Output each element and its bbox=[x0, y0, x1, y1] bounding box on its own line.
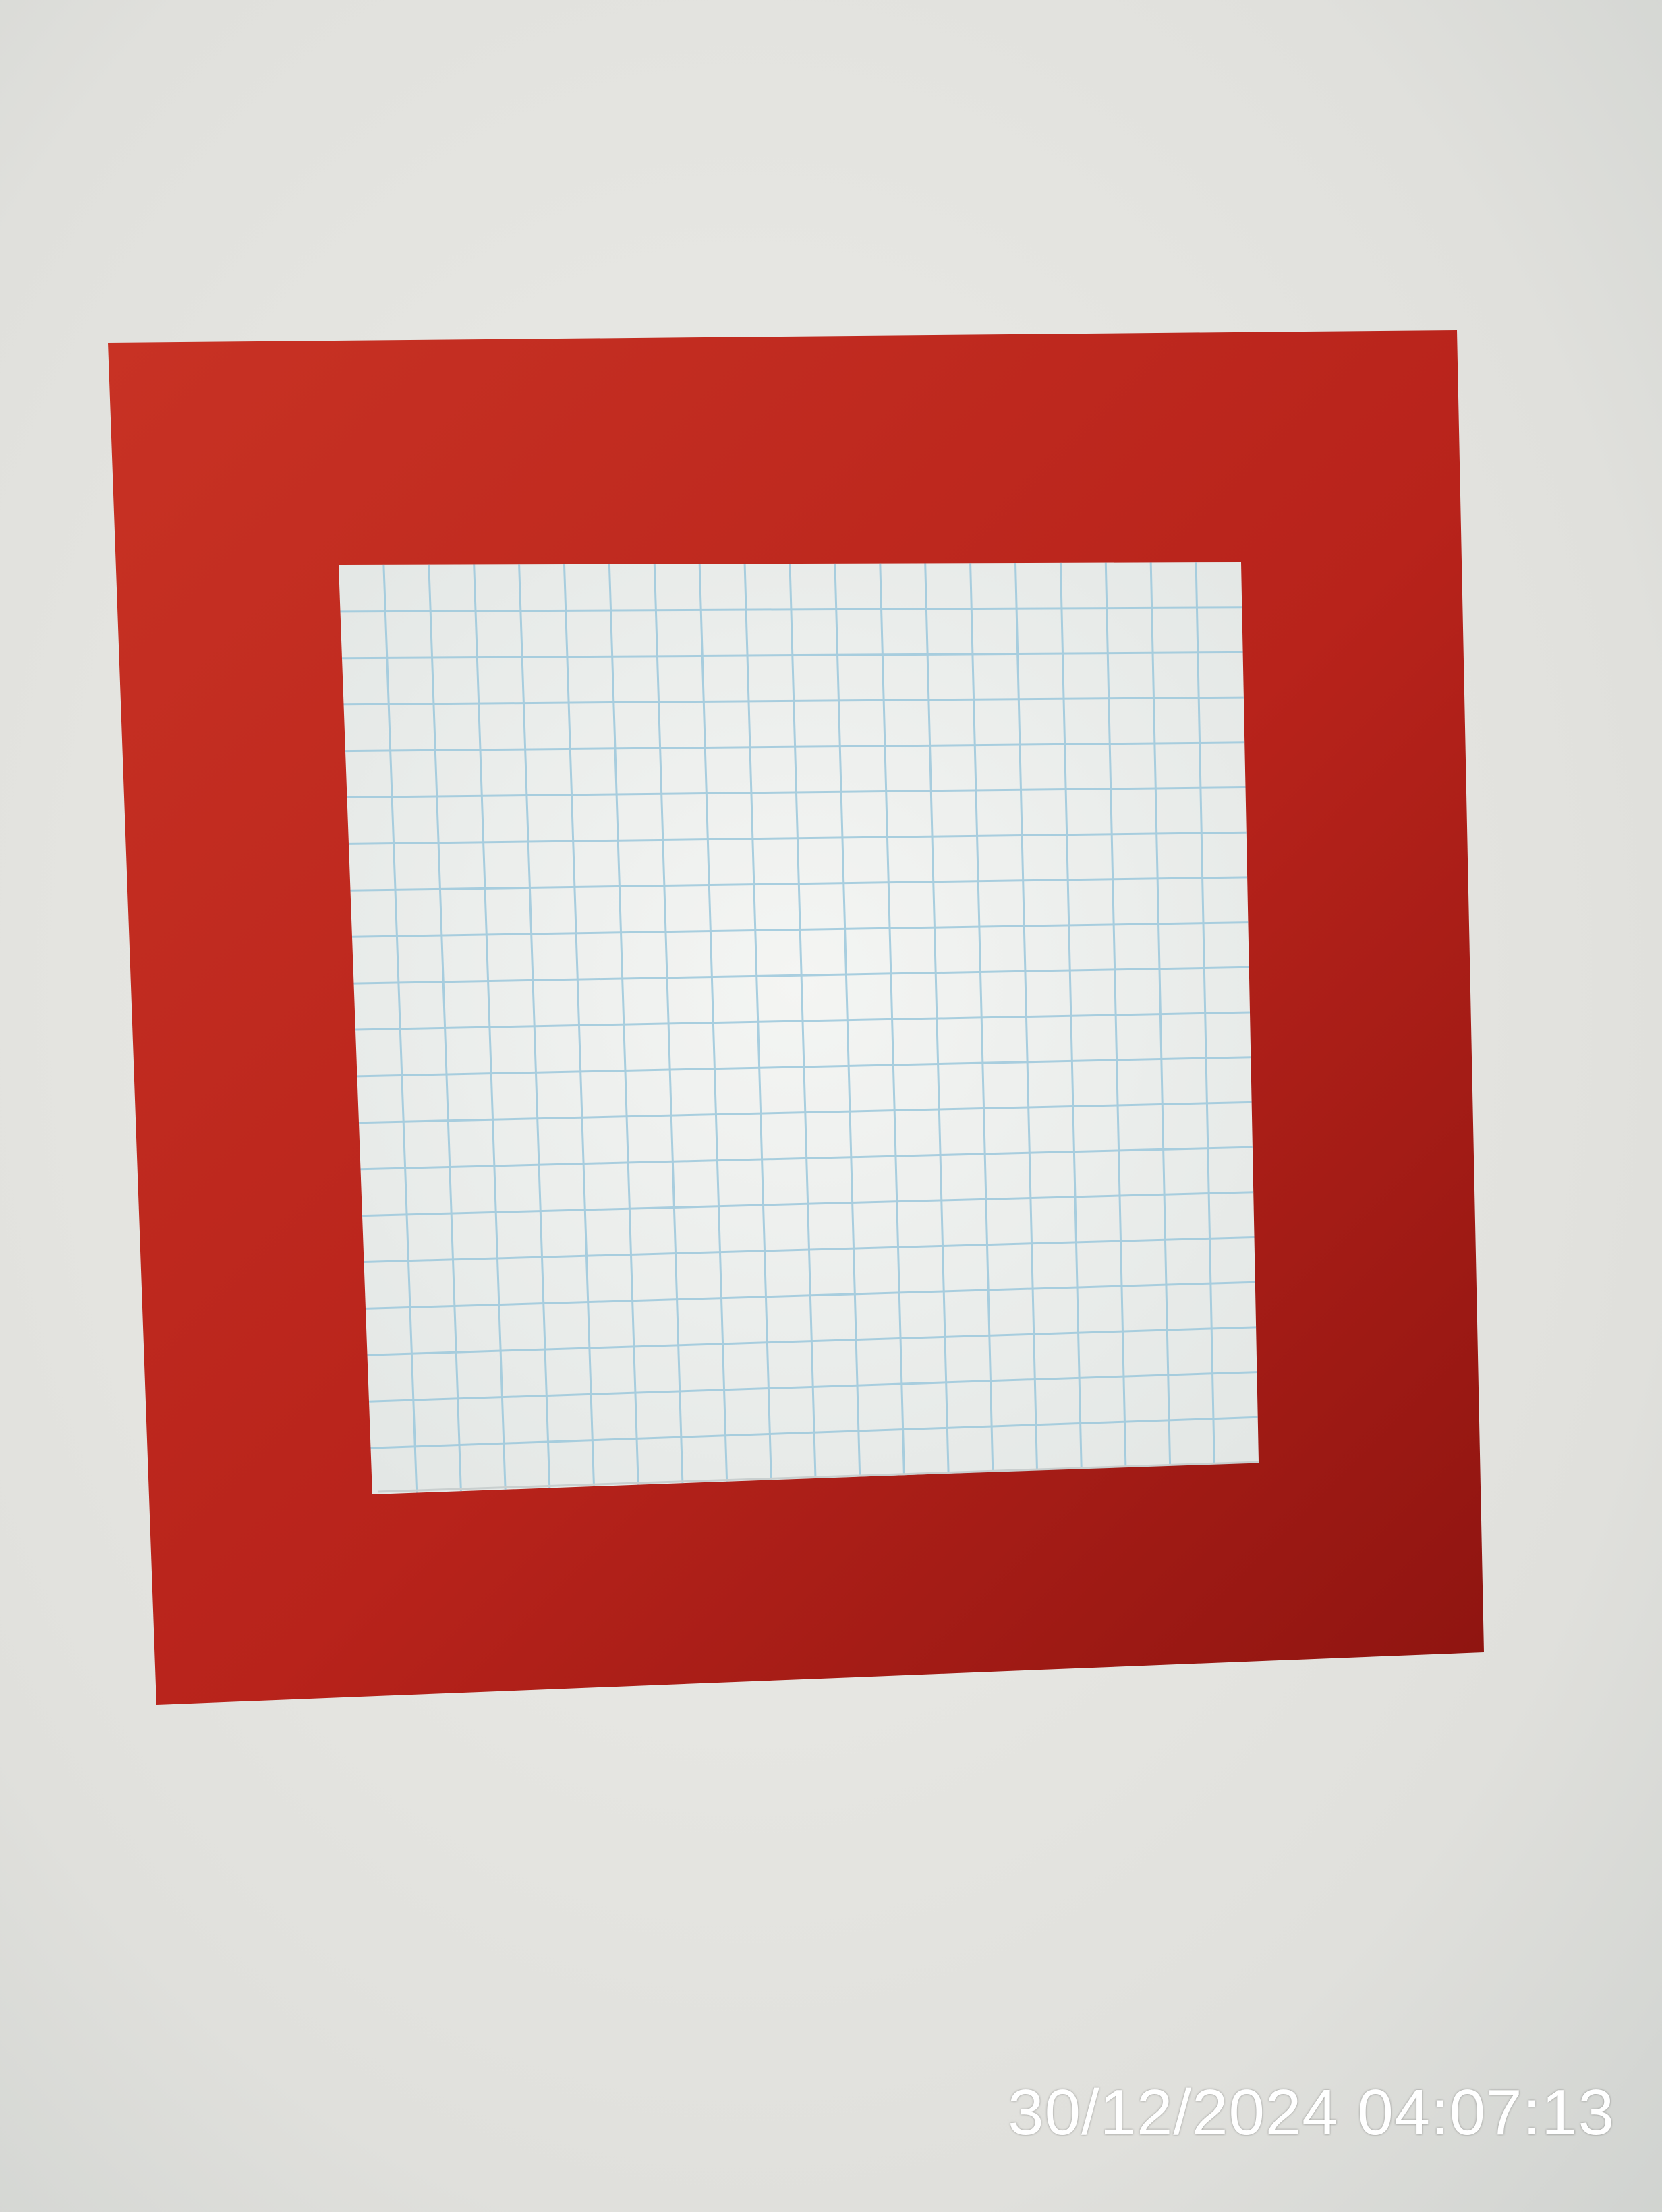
paper-edge-shadow bbox=[377, 1461, 1259, 1493]
grid-line-horizontal bbox=[351, 921, 1249, 938]
grid-line-horizontal bbox=[365, 1281, 1255, 1310]
grid-line-horizontal bbox=[355, 1011, 1251, 1031]
grid-line-horizontal bbox=[367, 1326, 1257, 1356]
grid-line-horizontal bbox=[353, 966, 1249, 985]
grid-line-horizontal bbox=[343, 696, 1244, 706]
grid-line-horizontal bbox=[348, 831, 1246, 845]
grid-line-horizontal bbox=[360, 1146, 1253, 1171]
grid-line-horizontal bbox=[345, 741, 1245, 753]
grid-line-horizontal bbox=[350, 876, 1248, 892]
grid-line-horizontal bbox=[347, 786, 1246, 798]
graph-paper-sheet bbox=[339, 562, 1259, 1494]
grid-line-horizontal bbox=[370, 1416, 1258, 1449]
grid-line-horizontal bbox=[362, 1191, 1254, 1217]
grid-line-horizontal bbox=[358, 1101, 1252, 1124]
grid-line-horizontal bbox=[341, 651, 1243, 660]
grid-line-horizontal bbox=[340, 606, 1242, 613]
grid-line-horizontal bbox=[368, 1371, 1257, 1403]
photo-timestamp: 30/12/2024 04:07:13 bbox=[1008, 2076, 1615, 2149]
grid-line-horizontal bbox=[364, 1236, 1255, 1263]
grid-line-horizontal bbox=[357, 1056, 1251, 1078]
